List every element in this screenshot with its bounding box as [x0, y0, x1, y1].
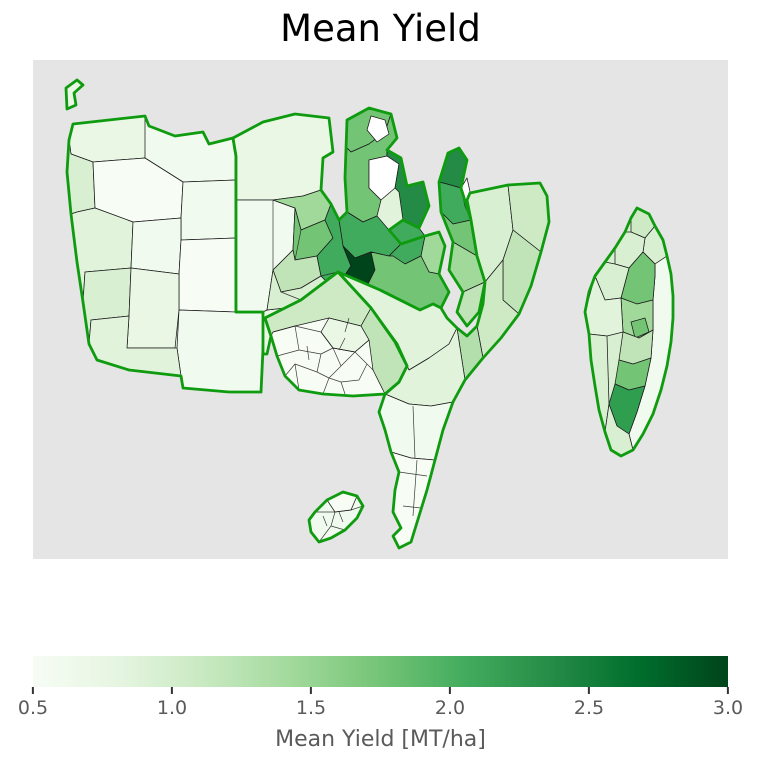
district-borders	[272, 317, 374, 395]
country-border-exclave	[64, 78, 85, 111]
choropleth-map	[64, 78, 675, 550]
country-region-large-island	[583, 206, 675, 458]
colorbar	[33, 656, 728, 687]
country-border	[65, 114, 266, 394]
tick-label: 1.5	[295, 697, 327, 719]
country-border	[437, 146, 487, 328]
tick-mark	[310, 687, 312, 694]
country-region-small-island	[307, 490, 365, 544]
colorbar-tick: 1.5	[296, 687, 326, 719]
country-region-inland-cluster	[263, 270, 409, 398]
map-axes	[33, 60, 728, 559]
colorbar-tick: 2.0	[435, 687, 465, 719]
district	[588, 333, 610, 433]
district-borders	[398, 405, 428, 517]
country-border	[583, 206, 675, 458]
figure-title: Mean Yield	[280, 7, 481, 50]
colorbar-tick: 1.0	[157, 687, 187, 719]
tick-mark	[171, 687, 173, 694]
colorbar-label: Mean Yield [MT/ha]	[275, 727, 486, 752]
district	[176, 309, 265, 393]
country-region-east-coast	[336, 181, 551, 550]
tick-label: 2.0	[434, 697, 466, 719]
district	[126, 267, 180, 349]
country-region-west	[64, 78, 266, 394]
country-border	[336, 181, 551, 550]
tick-label: 2.5	[573, 697, 605, 719]
district	[130, 217, 182, 275]
colorbar-tick: 0.5	[18, 687, 48, 719]
colorbar-tick: 3.0	[713, 687, 743, 719]
tick-label: 1.0	[156, 697, 188, 719]
tick-label: 0.5	[17, 697, 49, 719]
colorbar-ticks: 0.5 1.0 1.5 2.0 2.5 3.0	[18, 687, 743, 757]
tick-label: 3.0	[712, 697, 744, 719]
district-borders	[272, 200, 339, 301]
country-border	[263, 270, 409, 398]
tick-mark	[588, 687, 590, 694]
colorbar-tick: 2.5	[574, 687, 604, 719]
country-border	[307, 490, 365, 544]
district	[178, 237, 237, 313]
district	[180, 179, 237, 241]
tick-mark	[449, 687, 451, 694]
tick-mark	[32, 687, 34, 694]
district-no-data	[366, 115, 390, 143]
tick-mark	[727, 687, 729, 694]
district	[232, 113, 334, 201]
district-borders	[315, 505, 364, 543]
